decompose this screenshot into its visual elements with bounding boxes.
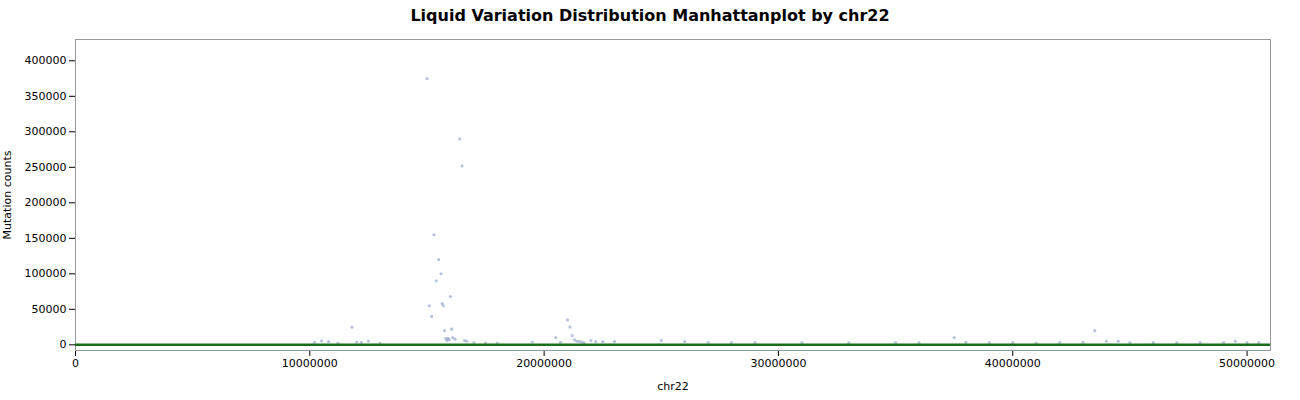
svg-text:300000: 300000 bbox=[25, 125, 67, 138]
svg-text:350000: 350000 bbox=[25, 90, 67, 103]
svg-text:50000000: 50000000 bbox=[1219, 357, 1275, 370]
svg-text:40000000: 40000000 bbox=[985, 357, 1041, 370]
svg-text:150000: 150000 bbox=[25, 232, 67, 245]
svg-text:50000: 50000 bbox=[32, 303, 67, 316]
svg-text:30000000: 30000000 bbox=[750, 357, 806, 370]
html-text:Liquid Variation Distribution: Liquid Variation Distribution Manhattanp… bbox=[410, 6, 890, 25]
svg-text:0: 0 bbox=[72, 357, 79, 370]
svg-text:400000: 400000 bbox=[25, 54, 67, 67]
svg-text:20000000: 20000000 bbox=[516, 357, 572, 370]
svg-text:0: 0 bbox=[60, 338, 67, 351]
svg-text:250000: 250000 bbox=[25, 161, 67, 174]
svg-text:Mutation counts: Mutation counts bbox=[1, 150, 14, 239]
svg-text:10000000: 10000000 bbox=[282, 357, 338, 370]
svg-text:chr22: chr22 bbox=[657, 380, 689, 393]
svg-text:100000: 100000 bbox=[25, 267, 67, 280]
svg-text:200000: 200000 bbox=[25, 196, 67, 209]
